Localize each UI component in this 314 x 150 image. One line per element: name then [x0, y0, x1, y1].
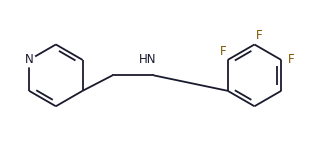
Text: F: F: [288, 53, 295, 66]
Text: F: F: [256, 29, 262, 42]
Text: N: N: [25, 53, 34, 66]
Text: HN: HN: [139, 53, 157, 66]
Text: F: F: [220, 45, 227, 58]
